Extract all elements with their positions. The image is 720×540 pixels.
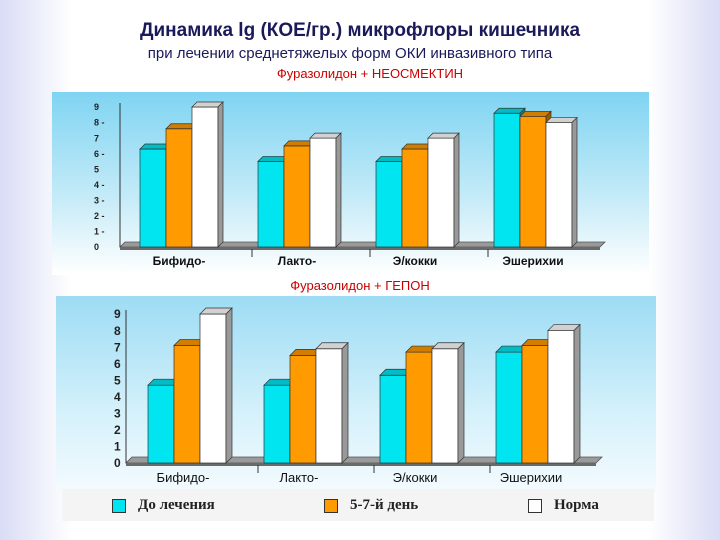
y-tick-label: 2 - xyxy=(94,211,105,221)
bar xyxy=(315,341,349,464)
chart2-svg: 0 1 2 3 4 5 6 7 8 9 Бифидо- Лакто- Э/кокки Эшерихии xyxy=(114,307,603,485)
chart1-svg: 0 1 - 2 - 3 - 4 - 5 6 - 7 8 - 9 Бифидо- Лакто- Э/кок… xyxy=(94,101,606,268)
y-tick-label: 2 xyxy=(114,423,121,437)
x-category-label: Э/кокки xyxy=(393,470,438,485)
x-category-label: Бифидо- xyxy=(153,254,206,268)
legend-label-before: До лечения xyxy=(138,497,215,513)
bar xyxy=(191,101,224,248)
bar xyxy=(427,132,460,248)
x-category-label: Эшерихии xyxy=(502,254,563,268)
x-category-label: Э/кокки xyxy=(393,254,437,268)
y-tick-label: 0 xyxy=(94,242,99,252)
chart2-title: Фуразолидон + ГЕПОН xyxy=(290,278,430,293)
legend-item-before: До лечения xyxy=(112,497,215,514)
y-tick-label: 3 - xyxy=(94,195,105,205)
legend-swatch-norm xyxy=(528,498,542,513)
y-tick-label: 7 xyxy=(114,340,121,354)
chart-floor-edge xyxy=(120,247,600,250)
bar xyxy=(309,132,342,248)
y-tick-label: 9 xyxy=(114,307,121,321)
y-tick-label: 4 xyxy=(114,390,121,404)
bar xyxy=(199,307,233,464)
x-category-label: Эшерихии xyxy=(500,470,563,485)
y-tick-label: 5 xyxy=(94,164,99,174)
y-tick-label: 0 xyxy=(114,456,121,470)
main-title: Динамика lg (КОЕ/гр.) микрофлоры кишечни… xyxy=(139,20,581,41)
x-category-label: Лакто- xyxy=(278,254,316,268)
legend-label-day: 5-7-й день xyxy=(350,497,419,513)
y-tick-label: 8 xyxy=(114,324,121,338)
bar xyxy=(545,116,578,248)
chart1-panel: 0 1 - 2 - 3 - 4 - 5 6 - 7 8 - 9 Бифидо- Лакто- Э/кок… xyxy=(52,92,649,275)
main-subtitle: при лечении среднетяжелых форм ОКИ инваз… xyxy=(147,45,553,62)
legend-swatch-before xyxy=(112,498,126,513)
y-tick-label: 7 xyxy=(94,133,99,143)
y-tick-label: 6 - xyxy=(94,149,105,159)
chart1-title: Фуразолидон + НЕОСМЕКТИН xyxy=(276,66,464,81)
legend: До лечения 5-7-й день Норма xyxy=(62,489,654,521)
legend-swatch-day xyxy=(324,498,338,513)
chart2-panel: 0 1 2 3 4 5 6 7 8 9 Бифидо- Лакто- Э/кокки Эшерихии xyxy=(56,296,656,492)
y-tick-label: 9 xyxy=(94,102,99,112)
y-tick-label: 4 - xyxy=(94,180,105,190)
y-tick-label: 1 xyxy=(114,440,121,454)
bar xyxy=(431,341,465,464)
legend-item-norm: Норма xyxy=(528,497,599,514)
y-tick-label: 6 xyxy=(114,357,121,371)
bar xyxy=(547,323,581,464)
x-category-label: Лакто- xyxy=(280,470,319,485)
y-tick-label: 5 xyxy=(114,373,121,387)
y-tick-label: 8 - xyxy=(94,118,105,128)
legend-label-norm: Норма xyxy=(554,497,599,513)
x-category-label: Бифидо- xyxy=(157,470,210,485)
chart-floor-edge xyxy=(126,463,596,466)
y-tick-label: 1 - xyxy=(94,227,105,237)
legend-item-day: 5-7-й день xyxy=(324,497,418,514)
y-tick-label: 3 xyxy=(114,407,121,421)
